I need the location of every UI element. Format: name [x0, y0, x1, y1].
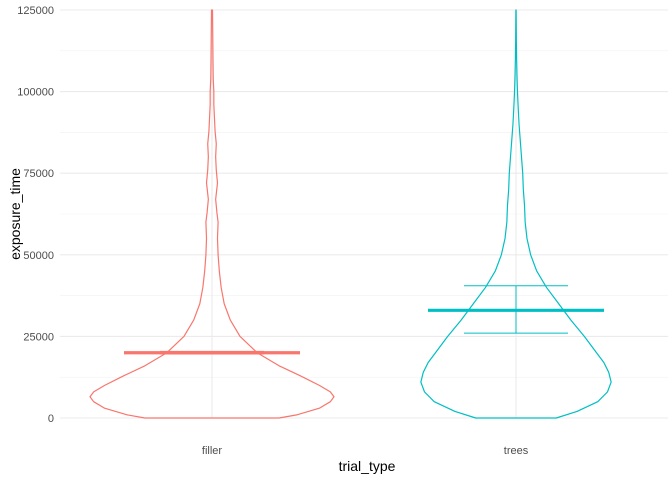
y-tick-label: 25000	[23, 331, 54, 343]
x-tick-label-filler: filler	[202, 445, 223, 457]
y-tick-label: 75000	[23, 168, 54, 180]
y-axis-title: exposure_time	[7, 168, 23, 260]
summary-stats	[124, 285, 604, 355]
y-tick-label: 100000	[17, 87, 54, 99]
y-tick-label: 0	[48, 413, 54, 425]
y-tick-labels: 0 25000 50000 75000 100000 125000	[17, 5, 54, 425]
x-axis-title: trial_type	[339, 458, 396, 474]
x-tick-label-trees: trees	[504, 445, 529, 457]
violin-filler	[89, 9, 335, 419]
y-tick-label: 50000	[23, 250, 54, 262]
x-tick-labels: filler trees	[202, 445, 529, 457]
grid	[60, 9, 668, 419]
y-tick-label: 125000	[17, 5, 54, 17]
